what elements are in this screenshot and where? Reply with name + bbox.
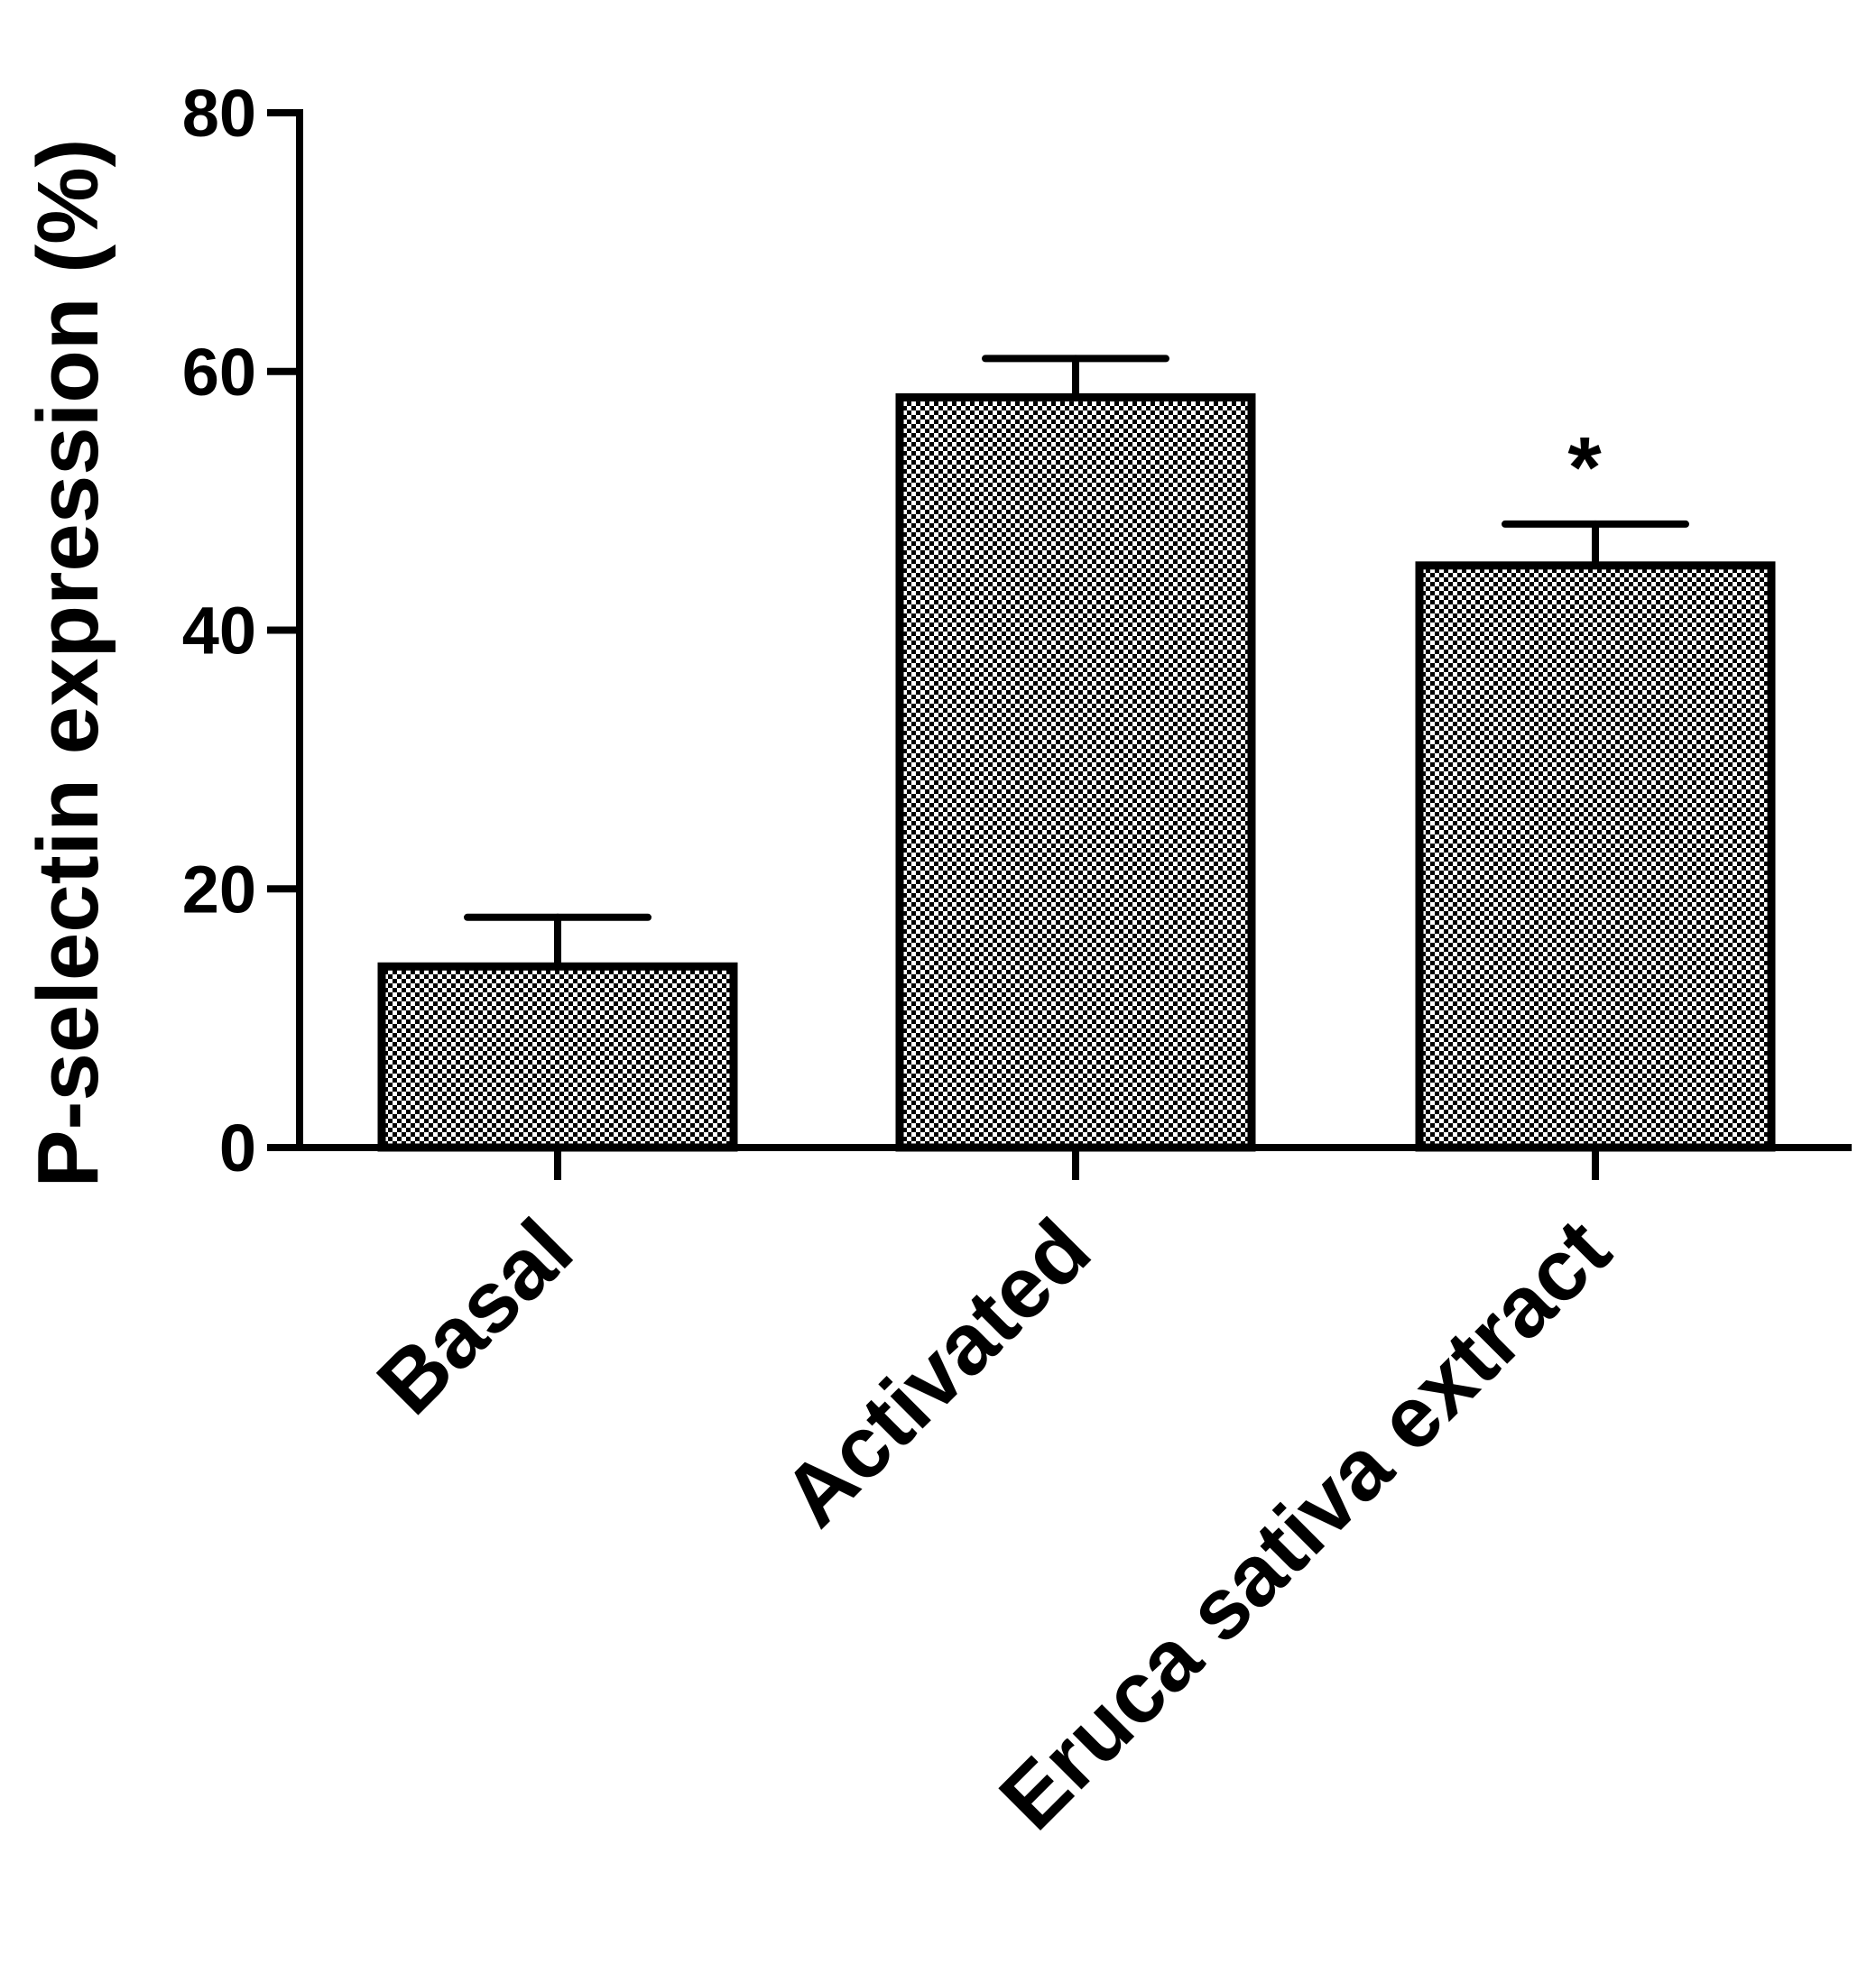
y-tick-label: 60 — [182, 335, 256, 410]
y-tick-label: 20 — [182, 852, 256, 927]
y-tick-label: 40 — [182, 594, 256, 668]
significance-marker: * — [1567, 420, 1602, 516]
y-axis-label: P-selectin expression (%) — [20, 138, 116, 1187]
x-category-label: Basal — [359, 1201, 591, 1433]
bar — [1415, 561, 1776, 1152]
y-axis-ticks: 0 20 40 60 80 — [182, 76, 300, 1185]
bars — [377, 392, 1776, 1152]
y-tick-label: 80 — [182, 76, 256, 151]
error-bars — [464, 355, 1689, 971]
x-category-label: Activated — [765, 1201, 1109, 1544]
annotations: * — [1567, 420, 1602, 516]
bar — [895, 392, 1256, 1152]
bar — [377, 962, 738, 1152]
y-tick-label: 0 — [219, 1111, 256, 1185]
